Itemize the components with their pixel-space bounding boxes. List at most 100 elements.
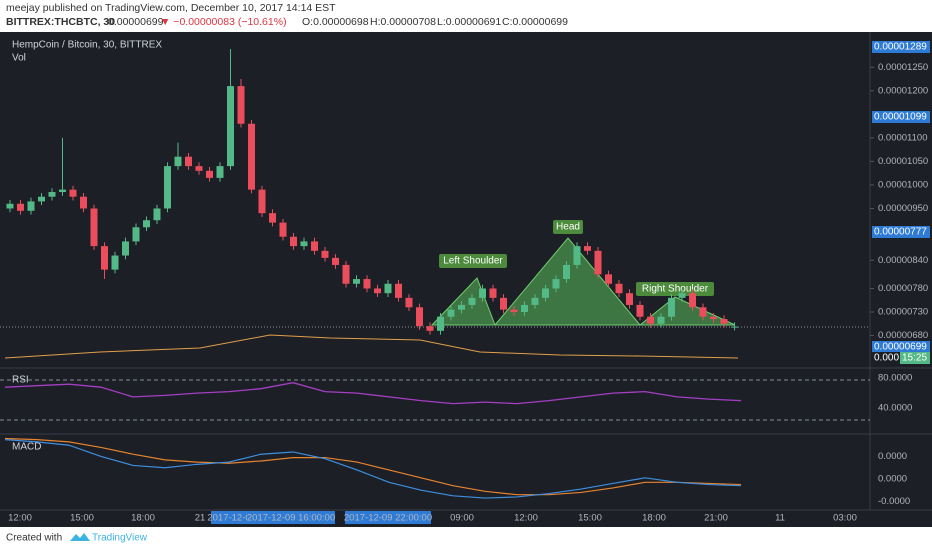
candle-body [153, 208, 161, 221]
y-tick-label: 40.0000 [878, 403, 912, 414]
candle-body [164, 166, 171, 209]
candle-body [563, 264, 570, 280]
y-tick-label: 0.00001100 [878, 132, 928, 143]
candle-body [689, 293, 696, 308]
brand-logo [70, 533, 90, 541]
price-badge [872, 41, 930, 53]
candle-body [384, 283, 392, 294]
y-tick-label: 0.00001250 [878, 62, 928, 73]
candle-body [48, 192, 56, 197]
price-badge [872, 226, 930, 238]
annotation: Head [556, 222, 580, 233]
candle-body [489, 288, 497, 298]
high: H:0.00000708 [370, 16, 436, 28]
header-bg [0, 0, 932, 32]
candle-body [353, 279, 360, 284]
time-label: 2017-12-0 [207, 513, 250, 524]
footer-brand[interactable]: TradingView [92, 533, 148, 544]
candle-body [657, 316, 665, 324]
y-tick-label: 0.0000 [878, 473, 907, 484]
candle-body [206, 170, 213, 178]
last-price: 0.00000699 [108, 16, 164, 28]
time-badge [345, 511, 431, 524]
candle-body [668, 297, 675, 317]
price-badge [872, 111, 930, 123]
publisher: meejay published on TradingView.com, Dec… [6, 2, 336, 14]
price-badge-label: 15:25 [902, 353, 927, 364]
annotation: Left Shoulder [443, 256, 503, 267]
candle-body [17, 203, 24, 211]
macd-line [4, 439, 742, 499]
price-badge [872, 352, 900, 364]
candle-body [542, 288, 549, 298]
candle-body [342, 264, 350, 284]
moving-average [4, 334, 739, 359]
time-badge [247, 511, 335, 524]
rsi-label: RSI [12, 375, 29, 386]
annotation-box [553, 220, 583, 234]
candle-body [395, 283, 402, 298]
candle-body [479, 288, 486, 298]
change: ▼ −0.00000083 (−10.61%) [160, 16, 287, 28]
candle-body [248, 123, 255, 190]
y-tick-label: 0.00000680 [878, 330, 928, 341]
annotation-box [636, 282, 714, 296]
candle-body [363, 279, 371, 289]
candle-body [279, 222, 287, 237]
candle-body [374, 288, 381, 294]
candle-body [59, 189, 66, 192]
signal-line [4, 437, 742, 496]
candle-body [227, 86, 234, 167]
price-badge-label: 0.00000699 [874, 342, 927, 353]
price-badge-label: 0.000 [874, 353, 899, 364]
candle-body [6, 203, 14, 209]
candle-body [573, 246, 581, 265]
candle-body [531, 297, 539, 305]
time-label: 18:00 [642, 513, 666, 524]
candle-body [111, 255, 119, 270]
low: L:0.00000691 [437, 16, 501, 28]
candle-body [321, 250, 329, 258]
y-tick-label: -0.0000 [878, 496, 910, 507]
pane-title: HempCoin / Bitcoin, 30, BITTREX [12, 40, 162, 51]
footer-bg [0, 527, 932, 550]
candle-body [90, 208, 98, 247]
candle-body [468, 297, 476, 305]
price-badge-label: 0.00001289 [874, 42, 927, 53]
y-tick-label: 80.0000 [878, 373, 912, 384]
y-tick-label: 0.00001000 [878, 179, 928, 190]
candle-body [584, 246, 591, 251]
candle-body [174, 156, 182, 167]
time-label: 2017-12-09 22:00:00 [344, 513, 432, 524]
candle-body [521, 304, 528, 312]
candle-body [101, 246, 108, 270]
candle-body [132, 227, 140, 242]
candle-body [731, 326, 738, 328]
candle-body [405, 297, 413, 308]
annotation: Right Shoulder [642, 284, 709, 295]
candle-body [258, 189, 266, 214]
candle-body [458, 304, 465, 310]
candle-body [143, 220, 150, 228]
time-label: 09:00 [450, 513, 474, 524]
candle-body [678, 293, 686, 298]
candle-body [699, 307, 707, 317]
candle-body [38, 196, 45, 202]
candle-body [122, 241, 129, 256]
candle-body [80, 196, 87, 209]
symbol: BITTREX:THCBTC, 30 [6, 16, 115, 28]
y-tick-label: 0.00000840 [878, 255, 928, 266]
time-label: 15:00 [70, 513, 94, 524]
candle-body [615, 283, 623, 294]
candle-body [332, 257, 339, 265]
close: C:0.00000699 [502, 16, 568, 28]
candle-body [27, 201, 35, 211]
candle-body [605, 274, 612, 284]
y-tick-label: 0.0000 [878, 451, 907, 462]
candle-body [710, 316, 717, 320]
candle-body [290, 236, 297, 247]
y-tick-label: 0.00000780 [878, 283, 928, 294]
pattern-head [493, 237, 642, 326]
time-badge [211, 511, 247, 524]
